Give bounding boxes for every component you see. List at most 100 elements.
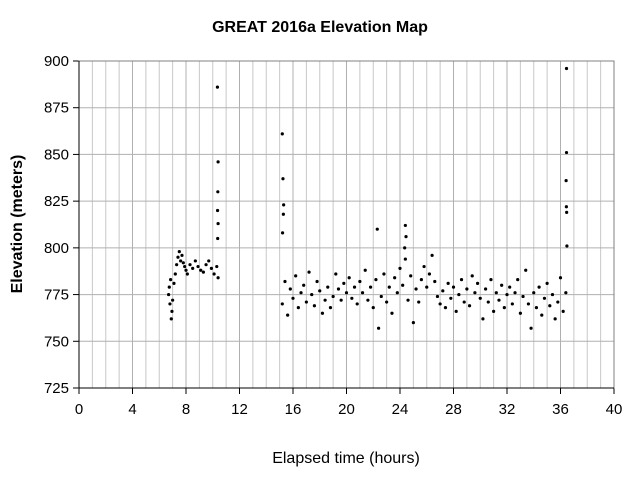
point — [486, 300, 490, 304]
point — [403, 223, 407, 228]
y-tick-label: 900 — [44, 53, 69, 70]
point — [318, 289, 322, 293]
point — [216, 276, 220, 280]
point — [281, 212, 285, 216]
y-tick-label: 850 — [44, 146, 69, 163]
point — [556, 300, 560, 304]
x-tick-label: 12 — [231, 401, 248, 418]
point — [193, 259, 197, 263]
point — [564, 205, 568, 209]
point — [315, 279, 319, 284]
point — [540, 313, 544, 317]
point — [368, 285, 373, 289]
point — [526, 302, 531, 306]
x-tick-label: 16 — [285, 401, 302, 418]
x-tick-label: 32 — [499, 401, 516, 418]
y-tick-label: 800 — [44, 240, 69, 257]
point — [172, 281, 176, 285]
point — [457, 292, 461, 297]
point — [323, 298, 327, 302]
x-tick-label: 20 — [338, 401, 355, 418]
y-axis-label: Elevation (meters) — [9, 155, 26, 294]
point — [537, 285, 541, 289]
point — [454, 309, 458, 313]
point — [443, 306, 448, 310]
point — [215, 208, 220, 213]
y-tick-label: 875 — [44, 100, 69, 117]
y-tick-label: 775 — [44, 287, 69, 304]
point — [513, 291, 517, 295]
point — [441, 289, 445, 293]
point — [281, 177, 285, 181]
point — [216, 160, 220, 164]
point — [169, 317, 173, 321]
point — [350, 296, 354, 300]
point — [411, 321, 415, 325]
point — [358, 279, 362, 284]
point — [334, 272, 338, 276]
point — [355, 302, 359, 306]
chart-title: GREAT 2016a Elevation Map — [212, 19, 428, 36]
point — [184, 268, 188, 272]
point — [508, 285, 512, 289]
point — [510, 302, 514, 306]
point — [500, 283, 504, 287]
point — [216, 221, 220, 226]
point — [204, 263, 208, 267]
point — [360, 291, 365, 295]
point — [492, 309, 496, 313]
x-tick-label: 28 — [445, 401, 462, 418]
point — [283, 279, 287, 284]
point — [489, 278, 493, 282]
point — [564, 66, 569, 71]
point — [548, 304, 552, 308]
point — [564, 150, 569, 155]
point — [565, 210, 569, 214]
point — [385, 300, 389, 304]
x-axis-label: Elapsed time (hours) — [272, 450, 420, 467]
x-tick-label: 8 — [182, 401, 190, 418]
point — [296, 306, 300, 310]
point — [173, 272, 177, 276]
point — [216, 190, 220, 194]
point — [393, 276, 397, 280]
point — [542, 296, 547, 300]
point — [435, 294, 440, 299]
point — [427, 272, 432, 276]
point — [185, 272, 189, 276]
point — [430, 253, 434, 257]
point — [475, 281, 480, 285]
point — [462, 300, 466, 304]
point — [534, 306, 539, 310]
point — [502, 306, 506, 310]
point — [299, 291, 303, 295]
point — [467, 304, 472, 308]
point — [529, 326, 533, 330]
point — [377, 326, 381, 330]
point — [207, 259, 211, 263]
point — [199, 268, 203, 272]
point — [438, 302, 442, 306]
point — [382, 272, 386, 276]
point — [215, 85, 220, 89]
point — [449, 296, 453, 300]
point — [216, 236, 220, 241]
point — [307, 270, 311, 274]
point — [339, 298, 343, 302]
point — [403, 257, 407, 261]
point — [532, 291, 536, 295]
point — [459, 278, 464, 282]
point — [470, 274, 474, 278]
point — [170, 309, 174, 313]
x-tick-label: 0 — [75, 401, 83, 418]
point — [404, 235, 408, 239]
point — [564, 178, 568, 183]
point — [473, 291, 477, 295]
y-tick-label: 825 — [44, 193, 69, 210]
point — [328, 306, 333, 310]
point — [183, 264, 187, 269]
point — [280, 231, 285, 235]
point — [565, 244, 569, 248]
point — [312, 304, 316, 308]
point — [363, 268, 367, 272]
